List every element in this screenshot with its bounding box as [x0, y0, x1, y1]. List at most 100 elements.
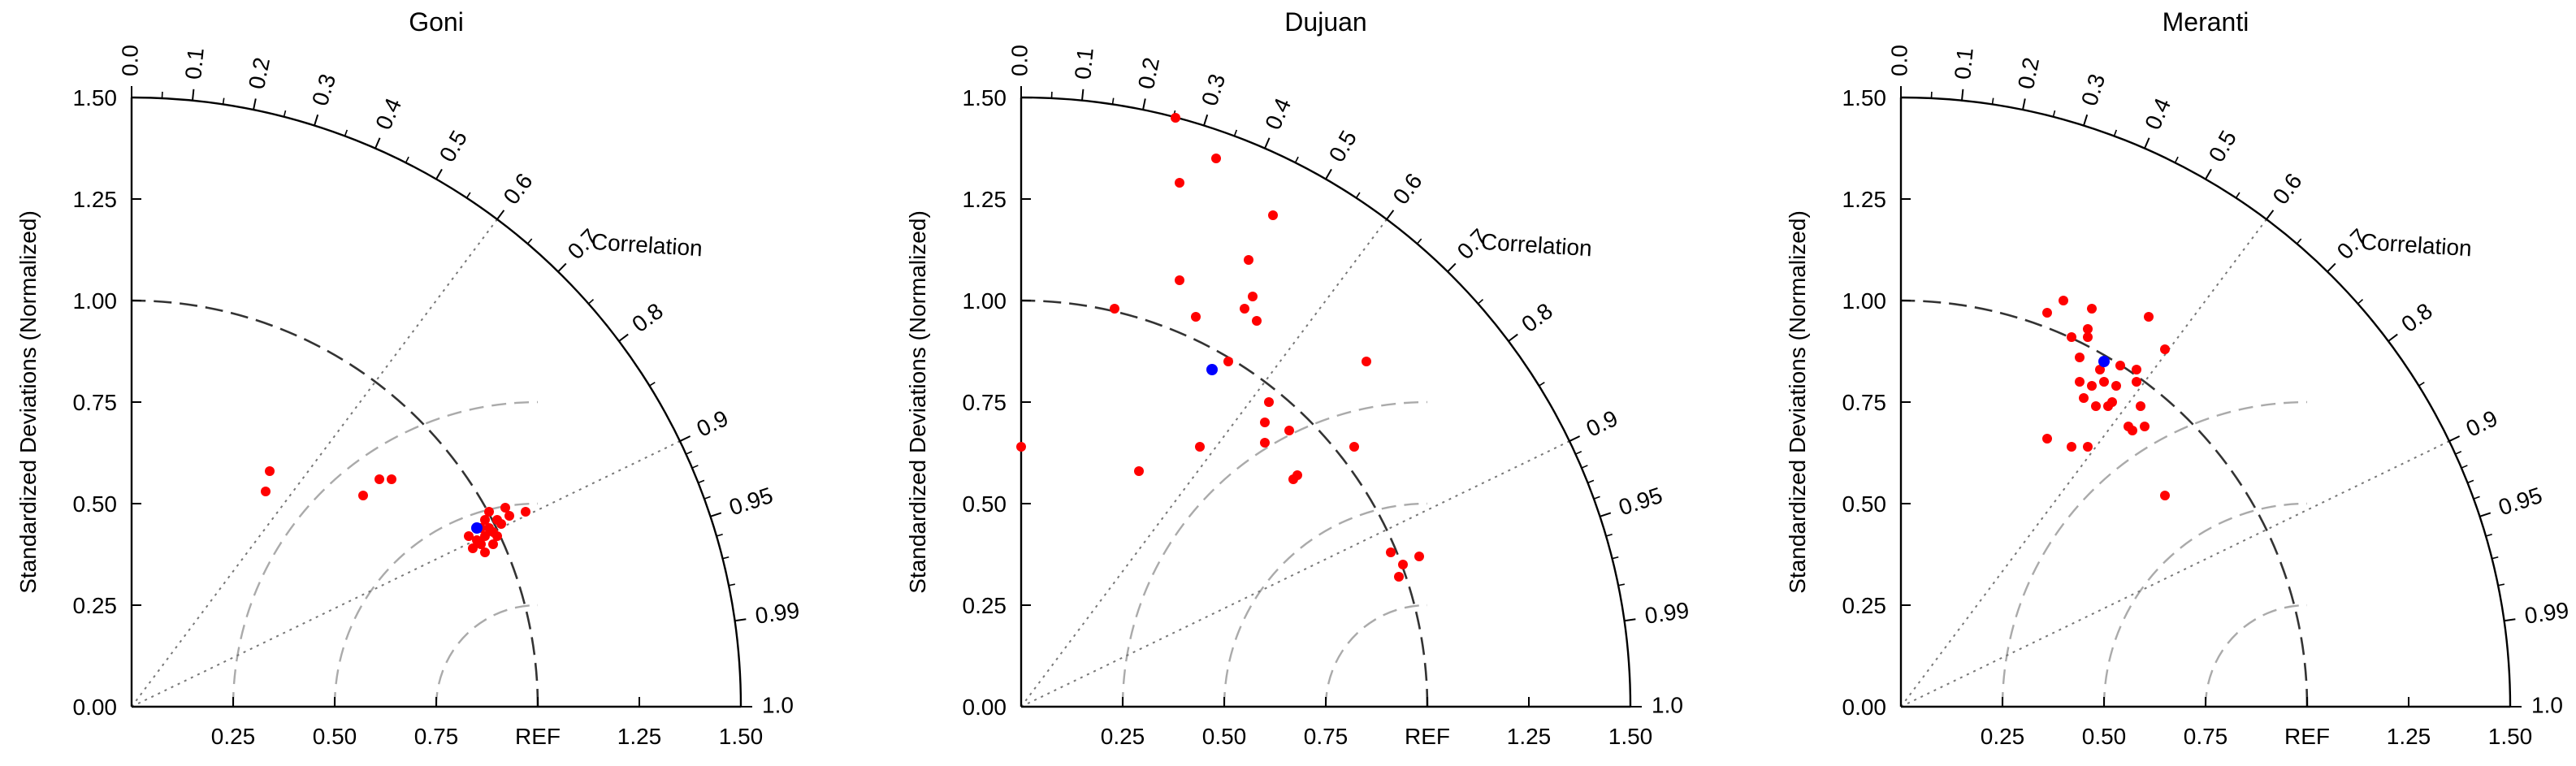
corr-tick-label: 0.2	[244, 55, 275, 91]
y-tick-label: 0.00	[1842, 695, 1887, 720]
rmsd-arc-0	[436, 605, 538, 707]
corr-tick	[558, 263, 566, 271]
corr-tick-label: 0.1	[1950, 46, 1978, 80]
corr-minor-tick	[406, 157, 409, 162]
corr-tick-label: 0.5	[435, 126, 472, 166]
corr-tick	[2327, 263, 2336, 271]
rmsd-arc-2	[1123, 402, 1427, 707]
corr-tick	[2084, 115, 2087, 125]
data-point	[2111, 381, 2121, 391]
data-point	[1264, 397, 1274, 407]
corr-tick	[436, 169, 442, 179]
corr-tick	[711, 513, 721, 516]
corr-minor-tick	[1606, 534, 1613, 536]
ref-arc	[132, 301, 538, 707]
ref-label: REF	[2284, 724, 2330, 749]
corr-minor-tick	[2297, 239, 2301, 244]
corr-tick	[619, 335, 628, 341]
data-point	[2087, 304, 2097, 314]
corr-tick	[1569, 436, 1580, 441]
rmsd-arc-0	[2206, 605, 2307, 707]
data-point	[1386, 547, 1396, 557]
corr-tick-label: 0.95	[726, 483, 776, 520]
corr-tick-label: 0.5	[2204, 126, 2241, 166]
corr-minor-tick	[223, 98, 224, 105]
corr-tick	[1326, 169, 1331, 179]
corr-tick-label: 1.0	[762, 692, 794, 717]
x-tick-label: 1.25	[617, 724, 662, 749]
data-point	[2160, 491, 2170, 500]
corr-tick	[2505, 619, 2516, 621]
corr-line-0	[1021, 219, 1387, 707]
data-point	[1191, 312, 1201, 322]
x-tick-label: 1.25	[2387, 724, 2431, 749]
ref-label: REF	[1405, 724, 1450, 749]
data-point	[2107, 397, 2117, 407]
corr-tick-label: 0.99	[2523, 597, 2570, 628]
outer-arc	[132, 97, 741, 707]
corr-minor-tick	[692, 465, 698, 468]
x-tick-label: 1.50	[1608, 724, 1653, 749]
y-tick-label: 1.50	[73, 85, 118, 110]
corr-tick-label: 1.0	[2531, 692, 2563, 717]
x-tick-label: 0.75	[1304, 724, 1349, 749]
panel-title: Meranti	[2163, 7, 2249, 37]
y-tick-label: 0.75	[963, 390, 1007, 415]
corr-minor-tick	[1418, 239, 1422, 244]
corr-minor-tick	[699, 480, 704, 483]
corr-tick-label: 0.6	[1388, 168, 1427, 209]
y-tick-label: 1.50	[1842, 85, 1887, 110]
data-point	[492, 531, 502, 541]
data-point	[1110, 304, 1119, 314]
y-tick-label: 1.25	[1842, 187, 1887, 212]
corr-minor-tick	[2115, 130, 2117, 136]
corr-tick-label: 0.3	[307, 71, 340, 108]
data-point	[1244, 255, 1253, 265]
data-point	[2059, 296, 2068, 305]
corr-tick-label: 0.4	[1260, 94, 1296, 133]
corr-tick	[1448, 263, 1456, 271]
data-point	[1175, 275, 1184, 285]
data-point	[1284, 426, 1294, 435]
highlight-point	[2098, 356, 2110, 367]
corr-tick-label: 0.4	[370, 94, 406, 133]
data-point	[2128, 426, 2137, 435]
data-point	[2083, 442, 2093, 452]
corr-minor-tick	[729, 584, 735, 586]
corr-tick	[1600, 513, 1611, 516]
corr-minor-tick	[528, 239, 532, 244]
highlight-point	[1206, 364, 1218, 375]
data-point	[1171, 113, 1180, 123]
corr-tick-label: 0.8	[627, 298, 668, 337]
corr-line-0	[1901, 219, 2266, 707]
corr-tick-label: 0.95	[1616, 483, 1665, 520]
corr-tick	[497, 210, 504, 219]
corr-tick-label: 0.1	[1070, 46, 1098, 80]
corr-tick	[1387, 210, 1393, 219]
x-tick-label: 0.25	[1101, 724, 1145, 749]
data-point	[484, 507, 494, 517]
y-axis-title: Standardized Deviations (Normalized)	[1785, 210, 1810, 594]
correlation-title: Correlation	[1480, 229, 1593, 262]
y-tick-label: 1.00	[963, 288, 1007, 314]
corr-tick-label: 0.0	[1886, 45, 1911, 76]
y-axis-title: Standardized Deviations (Normalized)	[15, 210, 41, 594]
corr-minor-tick	[2492, 557, 2499, 559]
data-point	[2140, 422, 2150, 431]
y-tick-label: 0.25	[963, 593, 1007, 618]
x-tick-label: 0.75	[2184, 724, 2228, 749]
corr-tick-label: 0.6	[2268, 168, 2307, 209]
corr-tick-label: 0.8	[2396, 298, 2437, 337]
corr-minor-tick	[1618, 584, 1625, 586]
corr-tick	[253, 98, 256, 110]
corr-minor-tick	[2419, 383, 2425, 386]
corr-tick	[680, 436, 691, 441]
data-point	[387, 474, 396, 484]
corr-tick-label: 0.6	[499, 168, 538, 209]
corr-tick-label: 0.9	[1582, 405, 1622, 442]
corr-minor-tick	[2456, 452, 2461, 454]
rmsd-arc-1	[1224, 504, 1427, 707]
x-tick-label: 0.50	[2082, 724, 2127, 749]
